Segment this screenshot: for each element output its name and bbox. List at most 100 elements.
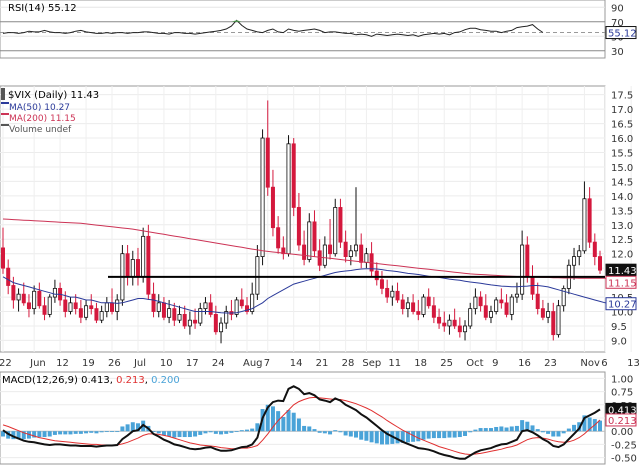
- candle-body: [463, 325, 468, 333]
- candle-body: [16, 293, 21, 301]
- macd-badge-black: 0.413: [605, 402, 637, 416]
- candle: [405, 297, 410, 318]
- legend-swatch: [1, 124, 9, 126]
- rsi-label: RSI(14) 55.12: [8, 3, 77, 14]
- macd-hist-bar: [598, 420, 602, 432]
- date-tick-label: 25: [440, 358, 453, 369]
- candle: [198, 302, 203, 326]
- candle-body: [203, 302, 208, 310]
- price-tick-label: 12.5: [611, 235, 633, 246]
- rsi-line: [2, 19, 544, 37]
- candle-body: [156, 302, 161, 312]
- candle-body: [244, 305, 249, 312]
- candle: [385, 279, 390, 303]
- macd-hist-bar: [68, 431, 73, 435]
- candle: [312, 210, 317, 257]
- candle-body: [405, 302, 410, 310]
- date-tick-label: 9: [492, 358, 498, 369]
- candle-body: [411, 302, 416, 312]
- macd-panel: 1.000.750.500.250.00-0.25-0.50 0.4130.21…: [0, 371, 637, 465]
- price-tick-label: 13.5: [611, 206, 633, 217]
- macd-badge-black-text: 0.413: [608, 405, 637, 416]
- legend-swatch: [1, 113, 9, 115]
- candle: [234, 297, 239, 318]
- candle-body: [84, 305, 89, 318]
- candle: [37, 282, 42, 309]
- candle: [551, 302, 556, 341]
- date-tick-label: 12: [56, 358, 69, 369]
- macd-hist-bar: [395, 431, 400, 444]
- candle-body: [374, 270, 379, 281]
- macd-hist-bar: [255, 423, 260, 432]
- candle-body: [68, 302, 73, 312]
- macd-hist-bar: [478, 428, 483, 432]
- candle: [99, 305, 104, 324]
- macd-hist-bar: [125, 424, 130, 432]
- candle: [6, 259, 11, 295]
- macd-hist-bar: [224, 431, 229, 434]
- candle: [16, 288, 21, 312]
- candle-body: [146, 235, 151, 295]
- macd-hist-bar: [333, 430, 338, 432]
- candle: [276, 216, 281, 254]
- macd-hist-bar: [405, 431, 410, 443]
- candle-body: [0, 247, 6, 269]
- macd-hist-bar: [509, 426, 514, 432]
- candle-body: [193, 319, 198, 324]
- rsi-panel: 90705030 RSI(14) 55.12 55.12: [0, 0, 637, 59]
- candle: [488, 305, 493, 324]
- price-badge-blue-box: [605, 297, 637, 311]
- candle-body: [21, 293, 26, 304]
- macd-tick-label: 0.75: [611, 388, 633, 399]
- macd-hist-bar: [343, 431, 348, 436]
- macd-hist-bar: [338, 431, 343, 433]
- candle: [146, 224, 151, 300]
- candle: [499, 288, 504, 309]
- macd-hist-bar: [265, 404, 270, 432]
- candle-body: [587, 198, 592, 243]
- candle: [260, 129, 265, 266]
- candle-body: [78, 308, 83, 318]
- candle-body: [250, 293, 255, 312]
- candle: [84, 299, 89, 321]
- price-tick-label: 14.0: [611, 192, 633, 203]
- candle: [561, 285, 566, 312]
- candle: [177, 305, 182, 324]
- candle: [286, 135, 291, 257]
- macd-hist-bar: [369, 431, 374, 443]
- candle-body: [426, 296, 431, 307]
- rsi-badge: 55.12: [605, 26, 637, 40]
- macd-hist-bar: [348, 431, 353, 437]
- price-tick-label: 15.5: [611, 149, 633, 160]
- candle-body: [561, 287, 566, 307]
- candle-body: [348, 250, 353, 257]
- candle: [452, 308, 457, 329]
- rsi-overbought-fill: [231, 20, 242, 22]
- candle: [78, 299, 83, 324]
- macd-hist-bar: [208, 431, 213, 433]
- candle-body: [11, 285, 16, 301]
- candle-body: [354, 244, 359, 252]
- price-tick-label: 10.0: [611, 308, 633, 319]
- candle: [556, 299, 561, 338]
- candle-body: [442, 322, 447, 327]
- candle-body: [437, 316, 442, 324]
- date-tick-label: 16: [518, 358, 531, 369]
- candle: [379, 271, 384, 295]
- candle: [395, 282, 400, 303]
- candle-body: [338, 207, 343, 243]
- candle-body: [219, 322, 224, 333]
- price-tick-label: 12.0: [611, 250, 633, 261]
- candle-body: [260, 137, 265, 257]
- price-badge-blue: 10.27: [605, 297, 637, 311]
- candle-body: [296, 207, 301, 246]
- candle-body: [520, 244, 525, 295]
- macd-hist-bar: [416, 431, 421, 442]
- candle-body: [322, 244, 327, 266]
- macd-hist-bar: [431, 431, 436, 439]
- candle: [463, 320, 468, 341]
- macd-hist-bar: [374, 431, 379, 444]
- macd-hist-bar: [229, 431, 234, 433]
- candle-body: [172, 308, 177, 321]
- candle: [156, 294, 161, 318]
